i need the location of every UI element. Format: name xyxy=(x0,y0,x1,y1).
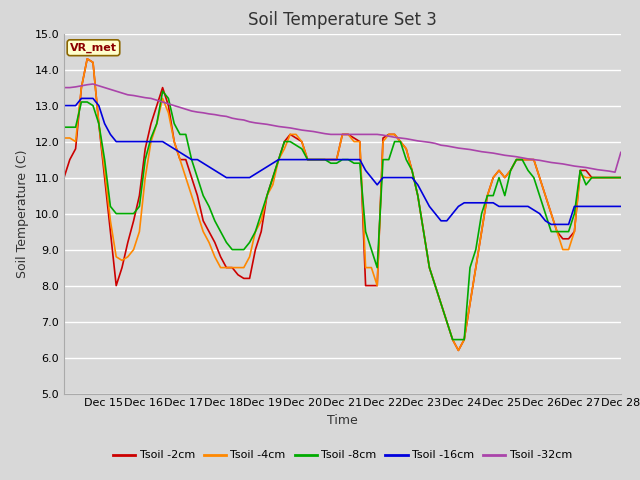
Title: Soil Temperature Set 3: Soil Temperature Set 3 xyxy=(248,11,437,29)
X-axis label: Time: Time xyxy=(327,414,358,427)
Legend: Tsoil -2cm, Tsoil -4cm, Tsoil -8cm, Tsoil -16cm, Tsoil -32cm: Tsoil -2cm, Tsoil -4cm, Tsoil -8cm, Tsoi… xyxy=(108,446,577,465)
Text: VR_met: VR_met xyxy=(70,43,117,53)
Y-axis label: Soil Temperature (C): Soil Temperature (C) xyxy=(16,149,29,278)
